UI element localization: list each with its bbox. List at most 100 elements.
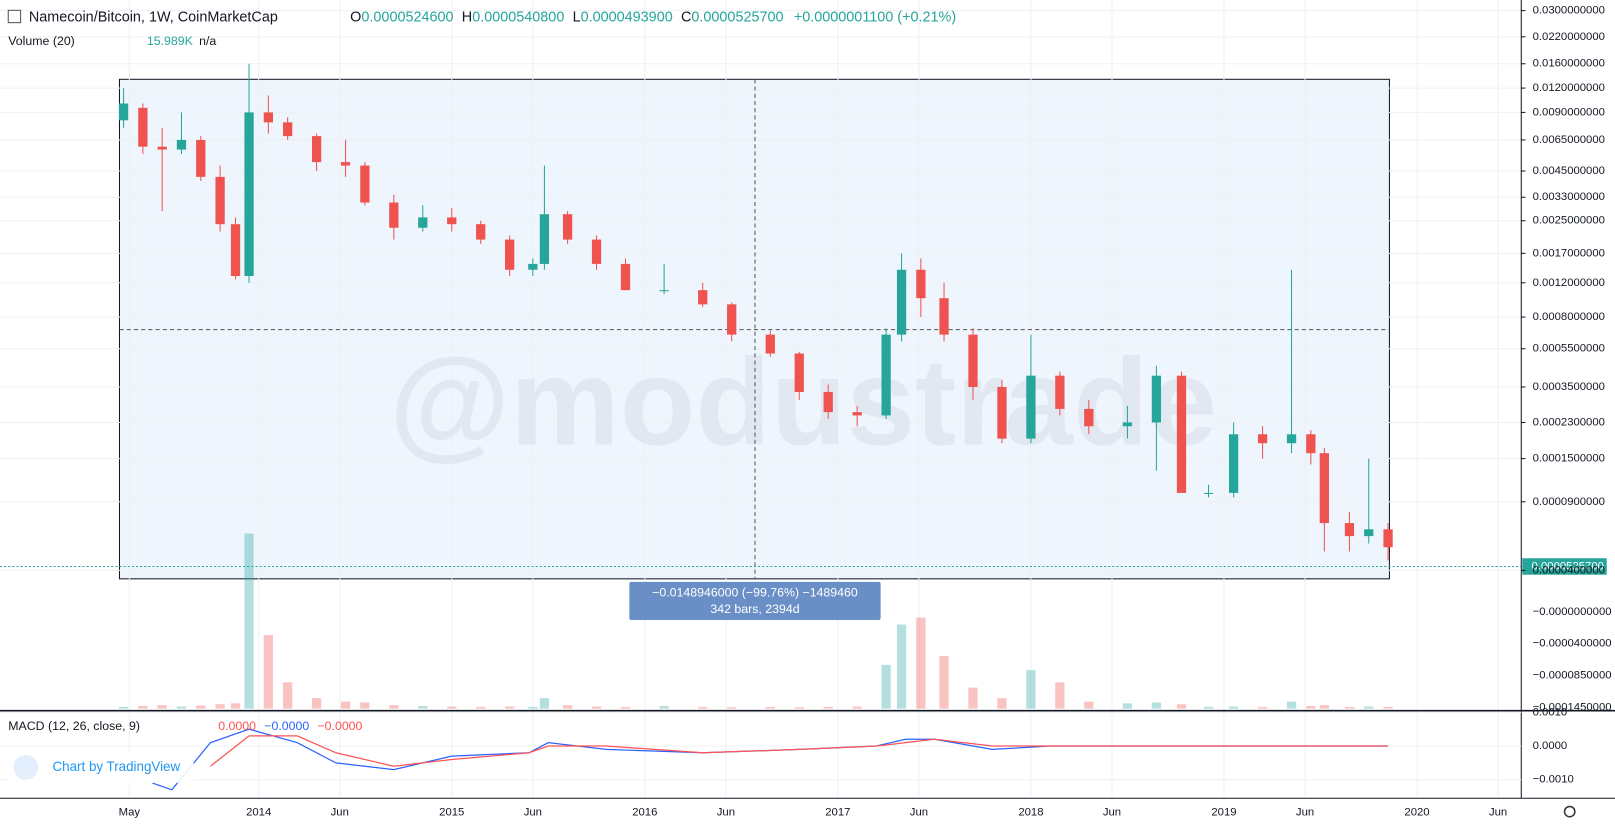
- ohlc-legend: O0.0000524600 H0.0000540800 L0.0000493900 C…: [350, 9, 956, 25]
- macd-legend[interactable]: MACD (12, 26, close, 9) 0.0000 −0.0000 −0.0…: [8, 719, 362, 733]
- volume-bar: [1176, 704, 1187, 709]
- macd-v2: −0.0000: [264, 719, 309, 733]
- y-tick-label: 0.0065000000: [1533, 134, 1605, 146]
- candle-body: [311, 136, 322, 163]
- candle-body: [896, 269, 907, 335]
- x-tick-label: 2016: [632, 807, 657, 819]
- candle-body: [1151, 375, 1162, 423]
- y-tick-label: 0.0220000000: [1533, 31, 1605, 43]
- candle-body: [881, 334, 891, 416]
- volume-bar: [176, 706, 187, 709]
- x-tick-label: Jun: [910, 807, 928, 819]
- symbol-title[interactable]: Namecoin/Bitcoin, 1W, CoinMarketCap: [29, 9, 278, 25]
- candle-body: [1319, 453, 1329, 524]
- volume-bar: [1286, 701, 1297, 709]
- candle-body: [1084, 408, 1094, 427]
- volume-bar: [896, 624, 907, 709]
- volume-bar: [263, 635, 273, 709]
- x-tick-label: Jun: [1489, 807, 1507, 819]
- x-tick-label: May: [119, 807, 141, 819]
- x-tick-label: Jun: [331, 807, 349, 819]
- y-tick-label: 0.0001500000: [1533, 453, 1605, 465]
- l-label: L: [573, 9, 581, 25]
- candle-body: [939, 298, 949, 335]
- volume-bar: [340, 701, 351, 709]
- volume-bar: [823, 706, 833, 709]
- candle-body: [916, 269, 926, 299]
- x-tick-label: Jun: [1296, 807, 1314, 819]
- candle-body: [263, 112, 273, 123]
- volume-bar: [505, 706, 515, 709]
- candle-body: [1306, 434, 1316, 454]
- candle-body: [1344, 523, 1355, 537]
- candle-body: [230, 224, 241, 277]
- volume-bar: [939, 656, 949, 709]
- volume-bar: [659, 705, 669, 709]
- c-value: 0.0000525700: [691, 9, 783, 25]
- candle-body: [1364, 529, 1374, 537]
- y-tick-label: 0.0000: [1533, 740, 1568, 752]
- macd-v1: 0.0000: [218, 719, 256, 733]
- measure-line2: 342 bars, 2394d: [710, 602, 799, 616]
- candle-body: [1055, 375, 1065, 409]
- candle-body: [620, 263, 631, 291]
- candle-body: [138, 107, 148, 147]
- y-tick-label: 0.0000900000: [1533, 496, 1605, 508]
- candle-body: [340, 162, 351, 166]
- y-tick-label: 0.0008000000: [1533, 311, 1605, 323]
- o-value: 0.0000524600: [361, 9, 453, 25]
- volume-legend[interactable]: Volume (20) 15.989K n/a: [8, 34, 216, 48]
- volume-bar: [698, 706, 708, 709]
- volume-bar: [539, 698, 550, 709]
- x-tick-label: 2020: [1404, 807, 1429, 819]
- candle-body: [196, 139, 206, 177]
- y-tick-label: 0.0025000000: [1533, 215, 1605, 227]
- y-tick-label: 0.0017000000: [1533, 247, 1605, 259]
- volume-name: Volume (20): [8, 34, 75, 48]
- volume-bar: [476, 706, 486, 709]
- candle-body: [852, 412, 862, 416]
- volume-bar: [727, 707, 737, 709]
- branding-bg: [8, 751, 194, 783]
- volume-value: 15.989K: [147, 34, 194, 48]
- y-tick-label: 0.0160000000: [1533, 58, 1605, 70]
- measure-line1: −0.0148946000 (−99.76%) −1489460: [652, 586, 858, 600]
- x-tick-label: Jun: [1103, 807, 1121, 819]
- volume-bar: [1319, 705, 1329, 709]
- h-label: H: [462, 9, 472, 25]
- candle-body: [505, 239, 515, 270]
- collapse-icon[interactable]: [7, 9, 22, 24]
- candle-body: [823, 391, 833, 413]
- y-tick-label: −0.0000400000: [1533, 638, 1612, 650]
- candle-body: [157, 146, 167, 150]
- branding[interactable]: Chart by TradingView: [53, 759, 181, 774]
- volume-bar: [591, 706, 602, 709]
- candle-body: [562, 214, 573, 240]
- volume-bar: [1306, 705, 1316, 709]
- volume-bar: [215, 704, 225, 709]
- macd-v3: −0.0000: [317, 719, 362, 733]
- volume-bar: [244, 533, 254, 709]
- candle-body: [215, 176, 225, 225]
- o-label: O: [350, 9, 361, 25]
- volume-bar: [1151, 702, 1162, 709]
- candle-body: [528, 263, 538, 270]
- volume-bar: [1203, 706, 1214, 709]
- y-tick-label: −0.0000850000: [1533, 670, 1612, 682]
- settings-icon[interactable]: [1563, 805, 1576, 818]
- last-price-bg: [1522, 558, 1607, 575]
- y-tick-label: 0.0045000000: [1533, 165, 1605, 177]
- x-tick-label: 2017: [825, 807, 850, 819]
- x-tick-label: Jun: [524, 807, 542, 819]
- change-value: +0.0000001100 (+0.21%): [794, 9, 956, 25]
- volume-bar: [1122, 703, 1133, 709]
- y-tick-label: 0.0012000000: [1533, 277, 1605, 289]
- candle-body: [389, 202, 399, 228]
- volume-bar: [418, 705, 428, 709]
- last-price-label: 0.0000525700: [1532, 560, 1604, 572]
- candle-body: [418, 217, 428, 228]
- y-tick-label: 0.0090000000: [1533, 106, 1605, 118]
- volume-bar: [1364, 706, 1374, 709]
- y-tick-label: 0.0002300000: [1533, 416, 1605, 428]
